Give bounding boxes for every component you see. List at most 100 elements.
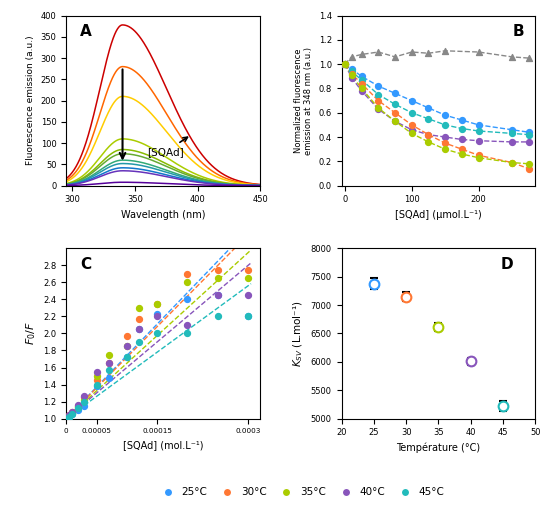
Point — [407, 129, 416, 138]
Point — [123, 342, 131, 350]
Point — [243, 312, 252, 321]
Point — [424, 130, 433, 139]
Point — [74, 406, 83, 414]
Point — [508, 138, 517, 146]
Point — [62, 414, 71, 422]
Point — [524, 165, 533, 173]
Point — [65, 413, 73, 421]
Point — [524, 160, 533, 168]
Point — [243, 266, 252, 274]
Point — [104, 374, 113, 382]
Point — [135, 338, 144, 346]
Point — [524, 54, 533, 62]
Y-axis label: $K_{SV}$ (L.mol⁻¹): $K_{SV}$ (L.mol⁻¹) — [291, 300, 305, 367]
Point — [80, 398, 89, 406]
Text: C: C — [80, 257, 91, 272]
Point — [341, 60, 349, 69]
Point — [440, 145, 449, 153]
Point — [183, 270, 192, 278]
Point — [183, 278, 192, 286]
Point — [104, 359, 113, 367]
Point — [347, 70, 356, 78]
Point — [357, 50, 366, 59]
Point — [243, 312, 252, 321]
Y-axis label: Normalized fluorescence
emission at 348 nm (a.u.): Normalized fluorescence emission at 348 … — [294, 47, 313, 155]
Point — [341, 60, 349, 69]
Point — [374, 90, 383, 99]
Y-axis label: Fluorescence emission (a.u.): Fluorescence emission (a.u.) — [26, 36, 35, 166]
Point — [357, 84, 366, 92]
Point — [341, 60, 349, 69]
Point — [341, 60, 349, 69]
Point — [92, 372, 101, 380]
Point — [123, 332, 131, 340]
Point — [65, 412, 73, 420]
Point — [424, 138, 433, 146]
Point — [153, 330, 162, 338]
Point — [458, 145, 466, 153]
Point — [458, 150, 466, 158]
Point — [92, 382, 101, 390]
Point — [135, 304, 144, 312]
Point — [474, 154, 483, 162]
Point — [213, 291, 222, 299]
Point — [424, 104, 433, 112]
Point — [347, 71, 356, 79]
Point — [474, 48, 483, 56]
Point — [474, 127, 483, 135]
Point — [213, 274, 222, 282]
Point — [508, 158, 517, 167]
Point — [183, 295, 192, 304]
Point — [357, 79, 366, 88]
Point — [391, 117, 400, 126]
Point — [65, 413, 73, 421]
Point — [341, 60, 349, 69]
Point — [74, 401, 83, 409]
Point — [508, 158, 517, 167]
Text: B: B — [512, 24, 524, 39]
Point — [341, 60, 349, 69]
Point — [243, 274, 252, 282]
Point — [65, 411, 73, 419]
Point — [123, 353, 131, 361]
Point — [62, 414, 71, 422]
Point — [407, 48, 416, 56]
Text: D: D — [501, 257, 513, 272]
Point — [183, 321, 192, 329]
Point — [391, 100, 400, 108]
Point — [68, 407, 77, 416]
Text: A: A — [80, 24, 92, 39]
Point — [68, 410, 77, 418]
Point — [68, 407, 77, 416]
X-axis label: Wavelength (nm): Wavelength (nm) — [121, 210, 205, 220]
Point — [104, 351, 113, 359]
X-axis label: [SQAd] (μmol.L⁻¹): [SQAd] (μmol.L⁻¹) — [395, 210, 482, 220]
Point — [474, 121, 483, 129]
Point — [458, 116, 466, 124]
Point — [68, 410, 77, 418]
Point — [74, 402, 83, 410]
Point — [104, 366, 113, 374]
X-axis label: [SQAd] (mol.L⁻¹): [SQAd] (mol.L⁻¹) — [123, 440, 204, 450]
Point — [458, 125, 466, 133]
Legend: 25°C, 30°C, 35°C, 40°C, 45°C: 25°C, 30°C, 35°C, 40°C, 45°C — [153, 483, 448, 501]
Point — [424, 130, 433, 139]
Point — [440, 139, 449, 147]
Point — [440, 111, 449, 119]
X-axis label: Température (°C): Température (°C) — [396, 443, 481, 453]
Point — [62, 414, 71, 422]
Point — [508, 129, 517, 138]
Point — [357, 72, 366, 80]
Point — [80, 393, 89, 401]
Point — [391, 117, 400, 126]
Point — [407, 108, 416, 117]
Point — [213, 291, 222, 299]
Point — [92, 376, 101, 385]
Point — [92, 367, 101, 376]
Point — [374, 48, 383, 56]
Point — [347, 73, 356, 81]
Point — [153, 299, 162, 308]
Point — [153, 310, 162, 318]
Point — [135, 325, 144, 333]
Point — [135, 325, 144, 333]
